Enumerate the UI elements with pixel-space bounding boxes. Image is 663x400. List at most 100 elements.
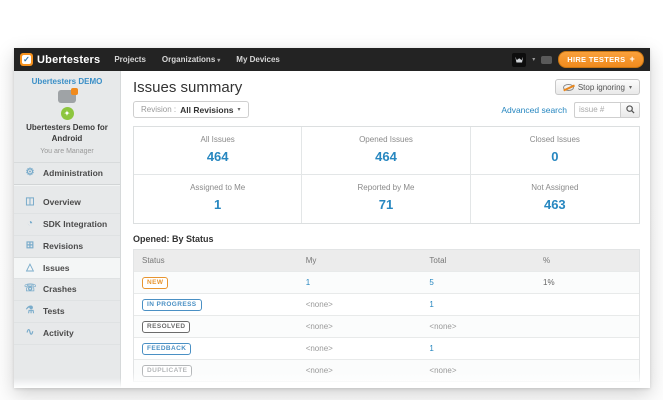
cell-total[interactable]: 1 bbox=[429, 344, 434, 353]
revision-dropdown[interactable]: Revision : All Revisions ▾ bbox=[133, 101, 249, 118]
caret-down-icon: ▾ bbox=[237, 107, 241, 113]
page-title: Issues summary bbox=[133, 79, 243, 96]
sidebar-item-sdk-integration[interactable]: ◔ SDK Integration bbox=[14, 214, 120, 236]
cell-my[interactable]: 1 bbox=[305, 278, 311, 287]
warning-triangle-icon: △ bbox=[26, 261, 34, 273]
gear-icon: ⚙ bbox=[25, 167, 35, 179]
status-table: Status My Total% NEW 1 5 1% IN PROGRESS <none> 1 R… bbox=[133, 249, 640, 382]
sidebar-item-label: SDK Integration bbox=[43, 219, 108, 230]
stat-label: Opened Issues bbox=[359, 135, 413, 144]
sidebar-item-issues[interactable]: △ Issues bbox=[14, 256, 120, 279]
stop-ignoring-label: Stop ignoring bbox=[577, 82, 625, 92]
sidebar-item-label: Administration bbox=[43, 168, 103, 179]
overview-icon: ◫ bbox=[25, 196, 35, 208]
sidebar-item-label: Issues bbox=[43, 262, 70, 273]
brand-name: Ubertesters bbox=[37, 53, 101, 66]
stat-value[interactable]: 463 bbox=[543, 197, 566, 212]
table-header-row: Status My Total% bbox=[134, 250, 639, 272]
status-green-icon: ✦ bbox=[60, 107, 74, 120]
table-row: IN PROGRESS <none> 1 bbox=[134, 294, 639, 316]
stat-value[interactable]: 1 bbox=[214, 197, 222, 212]
table-row: RESOLVED <none> <none> bbox=[134, 316, 639, 338]
stop-ignoring-button[interactable]: Stop ignoring ▾ bbox=[554, 79, 640, 95]
stat-card-closed-issues: Closed Issues 0 bbox=[470, 127, 639, 175]
stat-value[interactable]: 464 bbox=[375, 149, 397, 164]
project-header: Ubertesters DEMO ✦ Ubertesters Demo for … bbox=[14, 71, 120, 163]
main-content: Issues summary Stop ignoring ▾ Revision … bbox=[121, 71, 650, 388]
plus-icon: + bbox=[629, 54, 635, 64]
status-badge[interactable]: RESOLVED bbox=[142, 320, 191, 333]
cell-total: <none> bbox=[429, 322, 457, 331]
top-navbar: ✓ Ubertesters Projects Organizations ▾ My D… bbox=[14, 48, 650, 71]
project-title: Ubertesters Demo for Android bbox=[26, 123, 108, 143]
stat-card-not-assigned: Not Assigned 463 bbox=[471, 175, 639, 223]
sidebar-item-revisions[interactable]: ⊞ Revisions bbox=[14, 236, 120, 258]
top-nav-item-organizations[interactable]: Organizations ▾ bbox=[161, 55, 221, 64]
sidebar-item-administration[interactable]: ⚙ Administration bbox=[14, 163, 120, 185]
sidebar-item-label: Crashes bbox=[43, 284, 77, 295]
cell-pct: 1% bbox=[543, 278, 555, 287]
sidebar: Ubertesters DEMO ✦ Ubertesters Demo for … bbox=[14, 71, 121, 388]
activity-chart-icon: ∿ bbox=[25, 327, 35, 339]
app-window: ✓ Ubertesters Projects Organizations ▾ My D… bbox=[14, 48, 650, 388]
sidebar-item-label: Revisions bbox=[43, 241, 84, 252]
project-link[interactable]: Ubertesters DEMO bbox=[31, 77, 103, 86]
hire-testers-label: HIRE TESTERS bbox=[567, 55, 626, 64]
avatar-caret-icon[interactable]: ▾ bbox=[532, 57, 536, 63]
stat-label: Assigned to Me bbox=[190, 183, 246, 192]
hire-testers-button[interactable]: HIRE TESTERS + bbox=[558, 51, 644, 68]
sidebar-item-crashes[interactable]: ☏ Crashes bbox=[14, 279, 120, 301]
stat-value[interactable]: 0 bbox=[551, 149, 559, 164]
table-row: DUPLICATE <none> <none> bbox=[134, 360, 639, 382]
top-nav-item-my-devices[interactable]: My Devices bbox=[236, 55, 280, 64]
revision-label: Revision : bbox=[141, 105, 177, 114]
column-header-pct[interactable]: % bbox=[543, 256, 551, 265]
stat-label: Closed Issues bbox=[529, 135, 580, 144]
sidebar-item-overview[interactable]: ◫ Overview bbox=[14, 192, 120, 214]
top-nav-item-projects[interactable]: Projects bbox=[114, 55, 146, 64]
app-icon bbox=[58, 88, 78, 103]
status-badge[interactable]: IN PROGRESS bbox=[142, 298, 202, 311]
flask-icon: ⚗ bbox=[25, 305, 35, 317]
cell-total[interactable]: 1 bbox=[429, 300, 434, 309]
stat-label: Reported by Me bbox=[357, 183, 415, 192]
stat-value[interactable]: 464 bbox=[206, 149, 229, 164]
cell-my: <none> bbox=[305, 344, 333, 353]
status-badge[interactable]: FEEDBACK bbox=[142, 342, 192, 355]
table-row: NEW 1 5 1% bbox=[134, 272, 639, 294]
sidebar-item-label: Overview bbox=[43, 197, 81, 208]
stat-label: Not Assigned bbox=[531, 183, 579, 192]
stat-value[interactable]: 71 bbox=[378, 197, 394, 212]
sidebar-filler bbox=[14, 345, 120, 388]
column-header-my[interactable]: My bbox=[305, 256, 317, 265]
gauge-icon: ◔ bbox=[26, 218, 34, 230]
brand-logo[interactable]: ✓ Ubertesters bbox=[20, 53, 100, 66]
stat-card-all-issues: All Issues 464 bbox=[134, 127, 303, 175]
table-row: FEEDBACK <none> 1 bbox=[134, 338, 639, 360]
sidebar-item-tests[interactable]: ⚗ Tests bbox=[14, 301, 120, 323]
issue-number-input[interactable] bbox=[574, 101, 620, 118]
cell-total[interactable]: 5 bbox=[429, 278, 434, 287]
cell-my: <none> bbox=[305, 366, 333, 375]
sidebar-item-label: Activity bbox=[43, 328, 74, 339]
table-title: Opened: By Status bbox=[133, 234, 214, 244]
status-badge[interactable]: DUPLICATE bbox=[142, 364, 193, 377]
caret-down-icon: ▾ bbox=[217, 58, 221, 64]
stat-card-assigned-to-me: Assigned to Me 1 bbox=[134, 175, 303, 223]
column-header-total[interactable]: Total bbox=[429, 256, 447, 265]
status-badge[interactable]: NEW bbox=[142, 276, 169, 289]
ignore-eye-icon bbox=[562, 83, 574, 91]
column-header-status[interactable]: Status bbox=[142, 256, 165, 265]
caret-down-icon: ▾ bbox=[628, 84, 632, 91]
search-button[interactable] bbox=[620, 101, 640, 118]
sidebar-item-activity[interactable]: ∿ Activity bbox=[14, 323, 120, 345]
crash-phone-icon: ☏ bbox=[24, 283, 37, 295]
ubertesters-logo-icon: ✓ bbox=[20, 53, 33, 66]
stat-card-opened-issues: Opened Issues 464 bbox=[302, 127, 471, 175]
advanced-search-link[interactable]: Advanced search bbox=[501, 104, 567, 115]
user-avatar[interactable] bbox=[512, 52, 527, 67]
chat-icon[interactable] bbox=[541, 55, 553, 64]
search-icon bbox=[625, 105, 635, 114]
cell-total: <none> bbox=[429, 366, 457, 375]
